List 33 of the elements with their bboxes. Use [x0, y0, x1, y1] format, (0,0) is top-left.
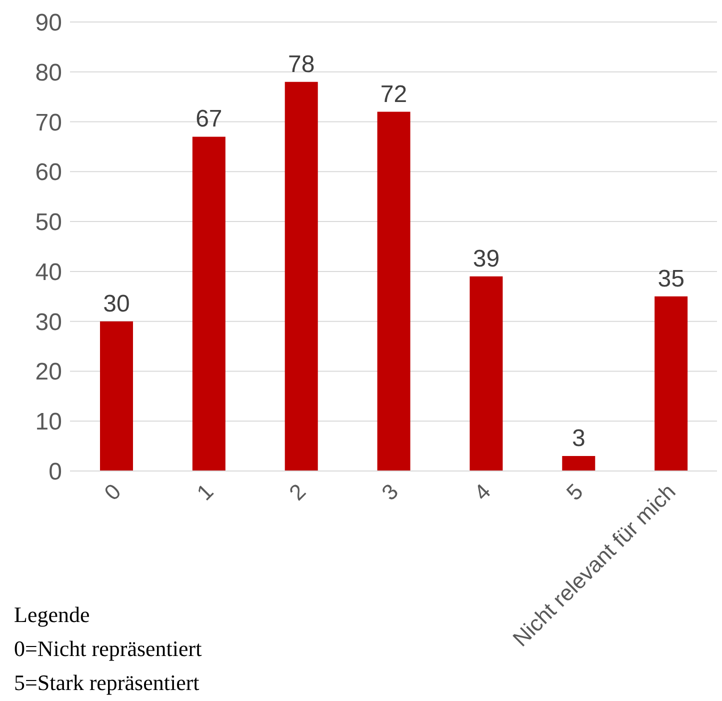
y-tick-label: 10: [35, 408, 62, 436]
data-label: 30: [103, 290, 130, 318]
bar: [284, 82, 318, 471]
data-label: 3: [572, 425, 586, 452]
x-tick-label: 3: [376, 478, 404, 506]
text: 0=Nicht repräsentiert: [14, 635, 202, 663]
data-label: 72: [380, 80, 408, 108]
y-tick-label: 60: [35, 159, 62, 186]
data-label: 67: [196, 106, 222, 133]
bar: [100, 321, 133, 471]
x-tick-label: 5: [562, 478, 588, 506]
data-label: 78: [288, 50, 315, 78]
y-tick-label: 20: [35, 358, 62, 386]
y-tick-label: 70: [35, 109, 62, 136]
y-tick-label: 0: [48, 458, 62, 486]
y-tick-label: 30: [35, 308, 62, 336]
y-tick-label: 90: [35, 10, 62, 37]
x-tick-label: 2: [284, 478, 311, 506]
x-tick-label: 4: [469, 478, 496, 506]
bar: [470, 276, 503, 471]
data-label: 39: [472, 245, 500, 272]
bar: [377, 112, 410, 471]
bar: [562, 456, 596, 471]
y-tick-label: 80: [35, 59, 62, 86]
data-label: 35: [658, 265, 684, 292]
text: 5=Stark repräsentiert: [14, 669, 200, 697]
text: Legende: [14, 601, 91, 629]
y-tick-label: 50: [35, 209, 62, 236]
x-tick-label: 1: [192, 478, 218, 506]
bar: [654, 296, 688, 471]
bar: [192, 136, 226, 471]
x-tick-label: 0: [99, 478, 126, 506]
y-tick-label: 40: [35, 258, 62, 286]
